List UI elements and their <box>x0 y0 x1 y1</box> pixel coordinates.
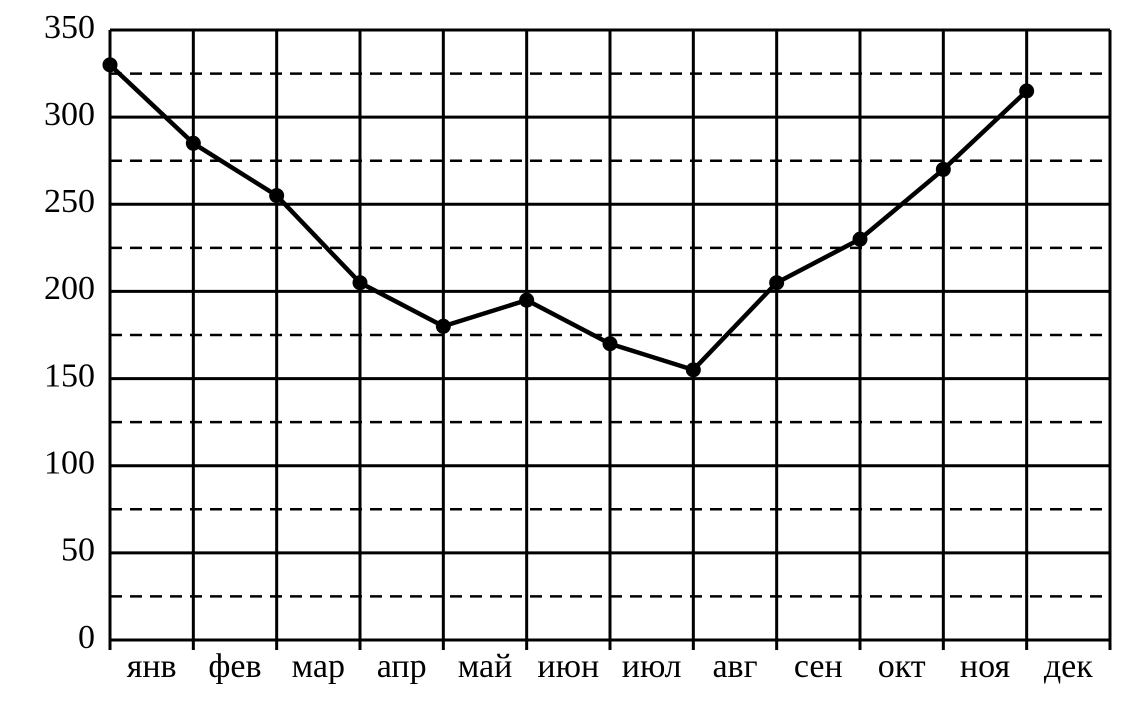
x-tick-label: сен <box>794 648 843 685</box>
series-marker <box>686 362 701 377</box>
x-tick-label: дек <box>1044 648 1093 685</box>
y-tick-label: 50 <box>61 532 95 569</box>
series-marker <box>436 319 451 334</box>
series-marker <box>269 188 284 203</box>
series-marker <box>519 293 534 308</box>
x-tick-label: окт <box>878 648 926 685</box>
y-tick-label: 150 <box>44 357 95 394</box>
x-tick-label: июн <box>537 648 599 685</box>
x-tick-label: июл <box>622 648 682 685</box>
series-marker <box>1019 84 1034 99</box>
series-marker <box>186 136 201 151</box>
x-tick-label: янв <box>127 648 177 685</box>
y-tick-label: 200 <box>44 270 95 307</box>
y-tick-label: 350 <box>44 9 95 46</box>
y-tick-label: 250 <box>44 183 95 220</box>
chart-svg: 0 50 100 150 200 250 300 350 янвфевмарапрмайиюни… <box>0 0 1130 707</box>
x-tick-label: авг <box>712 648 757 685</box>
y-tick-label: 100 <box>44 445 95 482</box>
series-marker <box>769 275 784 290</box>
series-marker <box>936 162 951 177</box>
series-marker <box>103 57 118 72</box>
x-tick-label: фев <box>208 648 261 685</box>
x-tick-label: май <box>458 648 513 685</box>
x-tick-label: ноя <box>960 648 1011 685</box>
series-marker <box>853 232 868 247</box>
series-marker <box>353 275 368 290</box>
y-tick-label: 0 <box>78 619 95 656</box>
x-tick-label: апр <box>377 648 427 685</box>
monthly-line-chart: 0 50 100 150 200 250 300 350 янвфевмарапрмайиюни… <box>0 0 1130 707</box>
y-tick-label: 300 <box>44 96 95 133</box>
series-marker <box>603 336 618 351</box>
x-tick-label: мар <box>292 648 345 685</box>
